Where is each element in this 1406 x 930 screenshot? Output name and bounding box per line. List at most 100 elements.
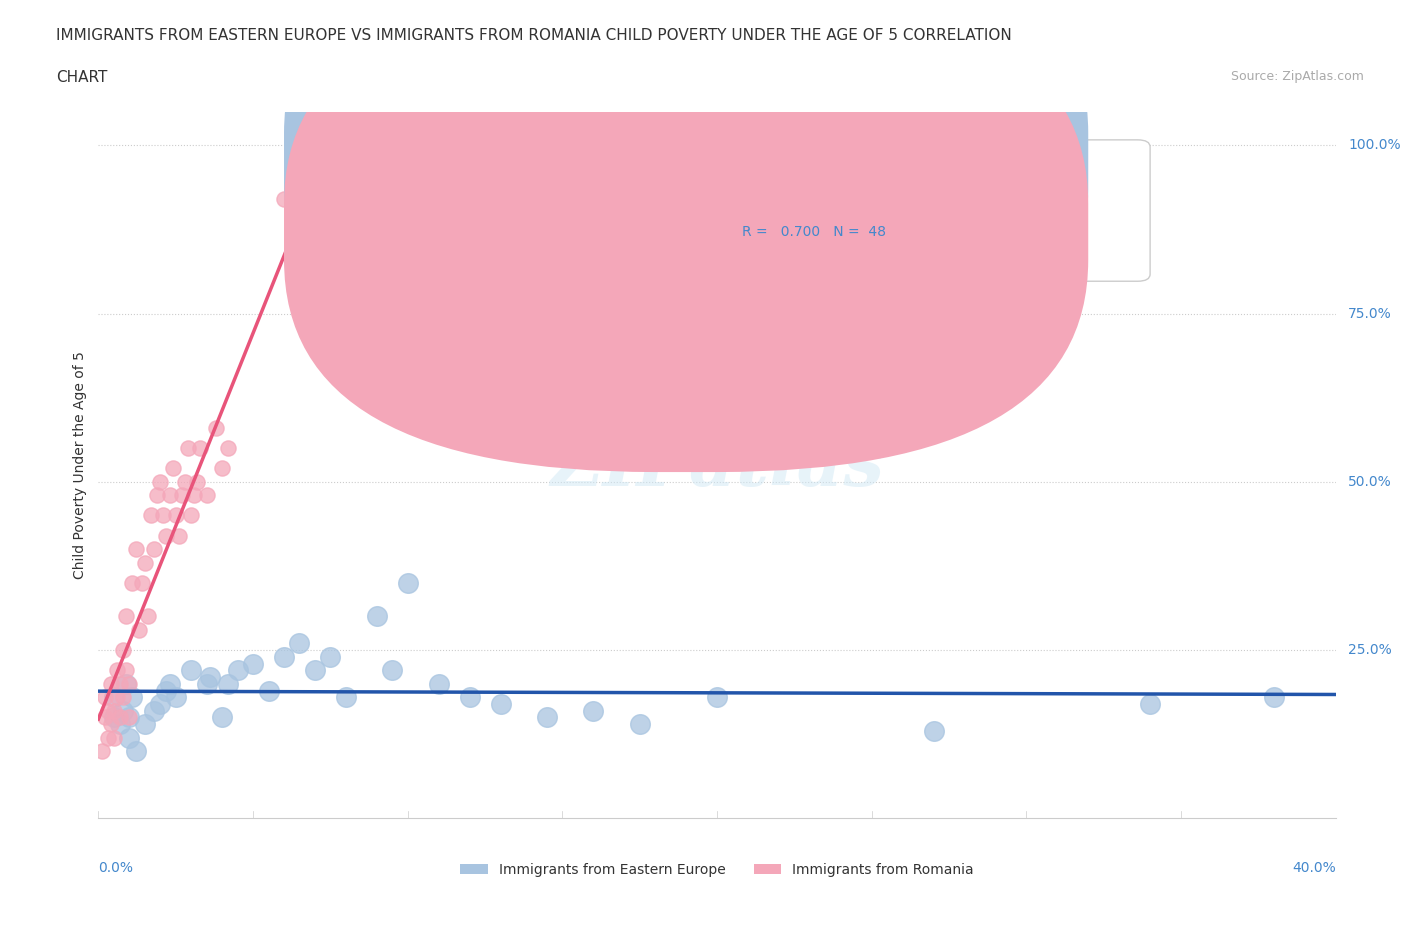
Point — [112, 703, 135, 718]
Point — [159, 488, 181, 503]
Point — [628, 717, 651, 732]
Point — [1263, 690, 1285, 705]
Point — [198, 670, 221, 684]
Point — [124, 744, 146, 759]
Point — [242, 657, 264, 671]
Point — [582, 703, 605, 718]
Y-axis label: Child Poverty Under the Age of 5: Child Poverty Under the Age of 5 — [73, 351, 87, 579]
Point — [159, 676, 181, 691]
Point — [115, 676, 138, 691]
Point — [143, 703, 166, 718]
Point — [131, 576, 153, 591]
Point — [177, 441, 200, 456]
Point — [180, 663, 202, 678]
Point — [288, 636, 311, 651]
Point — [165, 508, 187, 523]
Point — [319, 649, 342, 664]
Point — [922, 724, 945, 738]
Legend: Immigrants from Eastern Europe, Immigrants from Romania: Immigrants from Eastern Europe, Immigran… — [454, 857, 980, 883]
Text: R =   0.700   N =  48: R = 0.700 N = 48 — [742, 225, 886, 239]
Point — [186, 474, 208, 489]
Point — [155, 683, 177, 698]
Point — [118, 676, 141, 691]
FancyBboxPatch shape — [284, 0, 1088, 402]
Point — [165, 690, 187, 705]
Point — [139, 508, 162, 523]
Point — [273, 649, 295, 664]
Point — [118, 710, 141, 724]
Text: 100.0%: 100.0% — [1348, 139, 1400, 153]
Point — [257, 683, 280, 698]
Point — [489, 697, 512, 711]
Point — [143, 541, 166, 556]
Point — [174, 474, 197, 489]
Point — [335, 171, 357, 186]
Point — [121, 576, 143, 591]
Point — [115, 609, 138, 624]
Point — [115, 663, 138, 678]
Point — [205, 420, 228, 435]
Point — [458, 690, 481, 705]
Point — [112, 643, 135, 658]
Point — [304, 663, 326, 678]
Point — [103, 730, 125, 745]
Point — [103, 690, 125, 705]
Point — [211, 710, 233, 724]
Point — [335, 690, 357, 705]
Text: 0.0%: 0.0% — [98, 861, 134, 875]
Point — [180, 508, 202, 523]
Point — [134, 717, 156, 732]
Point — [211, 461, 233, 476]
Point — [128, 622, 150, 637]
Point — [103, 703, 125, 718]
Point — [108, 676, 131, 691]
Point — [706, 690, 728, 705]
Point — [152, 508, 174, 523]
Point — [112, 690, 135, 705]
Point — [118, 730, 141, 745]
Point — [226, 663, 249, 678]
Point — [149, 697, 172, 711]
Point — [103, 710, 125, 724]
Point — [190, 441, 212, 456]
Point — [93, 710, 115, 724]
Point — [97, 703, 120, 718]
Text: CHART: CHART — [56, 70, 108, 85]
Point — [366, 609, 388, 624]
Text: 75.0%: 75.0% — [1348, 307, 1392, 321]
Point — [105, 690, 128, 705]
Point — [183, 488, 205, 503]
Text: 50.0%: 50.0% — [1348, 475, 1392, 489]
Text: Source: ZipAtlas.com: Source: ZipAtlas.com — [1230, 70, 1364, 83]
Point — [217, 676, 239, 691]
Point — [100, 717, 122, 732]
Text: 25.0%: 25.0% — [1348, 644, 1392, 658]
Point — [146, 488, 169, 503]
Point — [134, 555, 156, 570]
Point — [381, 663, 404, 678]
Point — [93, 690, 115, 705]
Point — [396, 576, 419, 591]
Point — [170, 488, 193, 503]
Point — [97, 730, 120, 745]
Point — [167, 528, 190, 543]
Point — [273, 192, 295, 206]
Point — [536, 710, 558, 724]
Text: IMMIGRANTS FROM EASTERN EUROPE VS IMMIGRANTS FROM ROMANIA CHILD POVERTY UNDER TH: IMMIGRANTS FROM EASTERN EUROPE VS IMMIGR… — [56, 28, 1012, 43]
Point — [90, 744, 112, 759]
FancyBboxPatch shape — [630, 140, 1150, 281]
Point — [149, 474, 172, 489]
Point — [108, 717, 131, 732]
FancyBboxPatch shape — [284, 0, 1088, 472]
Text: R =  -0.072   N =  41: R = -0.072 N = 41 — [742, 154, 886, 168]
Point — [195, 488, 218, 503]
Point — [217, 441, 239, 456]
Point — [162, 461, 184, 476]
Point — [136, 609, 159, 624]
Point — [108, 710, 131, 724]
Point — [1139, 697, 1161, 711]
Point — [427, 676, 450, 691]
Point — [100, 676, 122, 691]
Point — [124, 541, 146, 556]
Point — [105, 663, 128, 678]
